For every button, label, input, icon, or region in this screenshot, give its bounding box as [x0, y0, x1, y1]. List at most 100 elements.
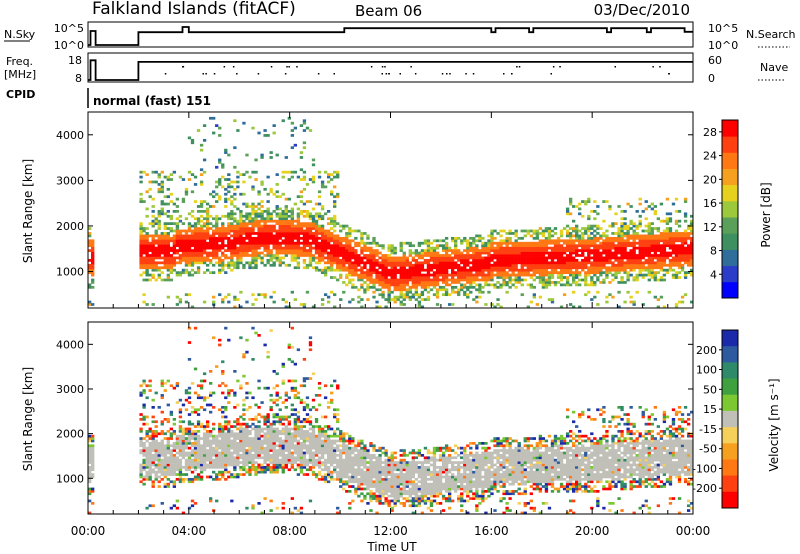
power-cell: [426, 283, 431, 287]
power-cell: [587, 241, 591, 245]
velocity-cell: [172, 461, 177, 464]
power-cell: [387, 244, 391, 248]
power-cell: [451, 236, 455, 240]
power-cell: [142, 234, 146, 238]
power-cell: [372, 256, 376, 260]
power-cell: [460, 259, 464, 262]
power-cell: [538, 281, 543, 284]
power-cell: [139, 273, 143, 277]
velocity-cell: [175, 499, 180, 503]
power-cell: [142, 263, 146, 267]
power-cell: [275, 207, 279, 211]
velocity-cell: [245, 468, 249, 472]
power-cell: [209, 205, 213, 208]
velocity-cell: [175, 456, 180, 460]
power-cell: [91, 239, 95, 243]
velocity-cell: [196, 456, 201, 460]
velocity-cell: [239, 386, 243, 390]
power-cell: [215, 217, 219, 221]
velocity-cell: [193, 439, 198, 443]
power-cell: [447, 266, 452, 270]
power-cell: [91, 244, 95, 248]
freq-line: [88, 59, 693, 81]
power-cell: [683, 293, 688, 297]
power-cell: [254, 241, 258, 245]
power-cell: [166, 246, 170, 250]
velocity-cell: [227, 437, 231, 440]
velocity-cell: [266, 427, 270, 431]
power-cell: [665, 244, 670, 248]
power-cell: [659, 259, 664, 262]
power-cell: [435, 273, 440, 277]
power-cell: [487, 234, 491, 238]
power-cell: [330, 290, 334, 294]
power-cell: [559, 246, 564, 250]
power-cell: [487, 239, 491, 243]
power-cell: [224, 197, 228, 201]
power-cell: [269, 295, 273, 299]
power-cell: [218, 268, 222, 272]
power-cell: [487, 249, 491, 252]
power-cell: [233, 212, 237, 216]
power-cell: [311, 217, 316, 221]
velocity-cell: [184, 468, 189, 472]
power-cell: [366, 268, 370, 272]
power-cell: [142, 251, 146, 255]
power-cell: [620, 266, 624, 270]
power-cell: [333, 219, 337, 223]
nave-dot: [381, 66, 384, 68]
power-cell: [263, 239, 267, 243]
power-cell: [638, 271, 642, 274]
power-cell: [314, 222, 319, 225]
velocity-cell: [221, 442, 225, 445]
power-cell: [299, 246, 304, 250]
power-cell: [263, 210, 267, 213]
velocity-cell: [233, 468, 237, 472]
power-cell: [384, 281, 388, 284]
power-cell: [378, 261, 382, 265]
velocity-cell: [266, 446, 270, 450]
power-cell: [387, 256, 391, 260]
power-cell: [444, 256, 449, 260]
power-cell: [396, 271, 400, 274]
power-cell: [323, 185, 328, 189]
power-cell: [523, 229, 527, 233]
power-cell: [233, 254, 237, 257]
power-cell: [224, 200, 228, 203]
power-cell: [360, 232, 364, 235]
power-cell: [320, 214, 325, 218]
velocity-cell: [239, 466, 243, 469]
velocity-cell: [242, 439, 246, 443]
nave-dot: [384, 66, 386, 68]
power-cell: [466, 259, 470, 262]
power-cell: [372, 295, 376, 299]
power-cell: [187, 273, 192, 277]
power-cell: [435, 268, 440, 272]
velocity-cell: [230, 430, 234, 433]
power-cell: [263, 224, 267, 228]
velocity-cell: [218, 430, 222, 433]
power-cell: [572, 229, 576, 233]
power-cell: [151, 259, 155, 262]
power-cell: [487, 244, 491, 248]
power-cell: [233, 263, 237, 267]
power-cell: [490, 266, 494, 270]
power-cell: [202, 217, 207, 221]
power-cell: [454, 254, 458, 257]
power-cell: [381, 295, 385, 299]
power-cell: [184, 261, 189, 265]
velocity-cell: [230, 463, 234, 467]
power-cell: [366, 271, 370, 274]
velocity-cell: [242, 403, 246, 407]
power-cell: [320, 256, 325, 260]
power-cell: [248, 254, 252, 257]
power-cell: [224, 234, 228, 238]
power-cell: [429, 278, 434, 282]
power-cell: [333, 276, 337, 279]
velocity-cell: [157, 463, 161, 467]
power-cell: [320, 227, 325, 230]
power-cell: [272, 244, 276, 248]
power-cell: [472, 254, 476, 257]
power-cell: [611, 224, 615, 228]
